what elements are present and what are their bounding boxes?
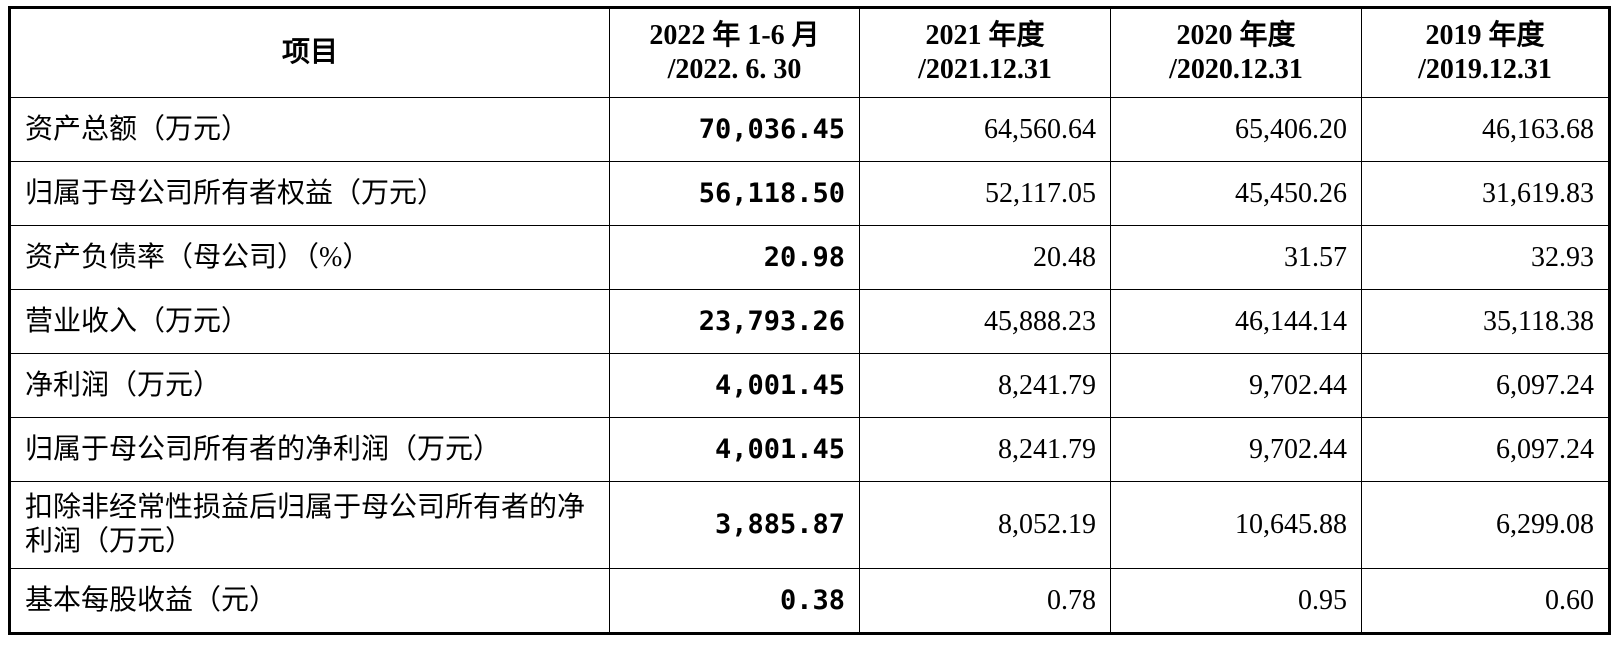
value-cell: 8,052.19 <box>859 481 1111 569</box>
header-text: /2021.12.31 <box>918 54 1052 85</box>
value-cell: 64,560.64 <box>859 97 1111 162</box>
value-cell: 46,144.14 <box>1110 289 1362 354</box>
value-cell: 0.38 <box>609 568 860 634</box>
header-text: /2022. 6. 30 <box>667 54 802 85</box>
row-label: 扣除非经常性损益后归属于母公司所有者的净利润（万元） <box>9 481 610 569</box>
header-text: 2019 年度 <box>1425 20 1545 51</box>
row-label: 资产负债率（母公司）（%） <box>9 225 610 290</box>
header-cell: 2020 年度/2020.12.31 <box>1110 7 1362 98</box>
row-label: 归属于母公司所有者的净利润（万元） <box>9 417 610 482</box>
value-cell: 56,118.50 <box>609 161 860 226</box>
value-cell: 3,885.87 <box>609 481 860 569</box>
value-cell: 20.98 <box>609 225 860 290</box>
value-cell: 6,097.24 <box>1361 417 1610 482</box>
value-cell: 10,645.88 <box>1110 481 1362 569</box>
table-row: 基本每股收益（元） 0.38 0.78 0.95 0.60 <box>9 568 1610 634</box>
header-row: 项目 2022 年 1-6 月/2022. 6. 30 2021 年度/2021.1… <box>9 7 1610 98</box>
value-cell: 46,163.68 <box>1361 97 1610 162</box>
table-row: 归属于母公司所有者的净利润（万元） 4,001.45 8,241.79 9,702.4… <box>9 417 1610 482</box>
table-row: 资产负债率（母公司）（%） 20.98 20.48 31.57 32.93 <box>9 225 1610 290</box>
row-label: 营业收入（万元） <box>9 289 610 354</box>
value-cell: 70,036.45 <box>609 97 860 162</box>
value-cell: 4,001.45 <box>609 417 860 482</box>
value-cell: 9,702.44 <box>1110 353 1362 418</box>
row-label: 资产总额（万元） <box>9 97 610 162</box>
value-cell: 31,619.83 <box>1361 161 1610 226</box>
value-cell: 0.60 <box>1361 568 1610 634</box>
row-label: 净利润（万元） <box>9 353 610 418</box>
header-cell: 2019 年度/2019.12.31 <box>1361 7 1610 98</box>
header-text: /2020.12.31 <box>1169 54 1303 85</box>
value-cell: 0.95 <box>1110 568 1362 634</box>
value-cell: 23,793.26 <box>609 289 860 354</box>
header-text: 2020 年度 <box>1176 20 1296 51</box>
value-cell: 65,406.20 <box>1110 97 1362 162</box>
value-cell: 45,888.23 <box>859 289 1111 354</box>
header-cell: 2022 年 1-6 月/2022. 6. 30 <box>609 7 860 98</box>
header-text: 项目 <box>281 37 338 68</box>
header-text: 2021 年度 <box>925 20 1045 51</box>
table-row: 归属于母公司所有者权益（万元） 56,118.50 52,117.05 45,450.… <box>9 161 1610 226</box>
value-cell: 8,241.79 <box>859 417 1111 482</box>
value-cell: 8,241.79 <box>859 353 1111 418</box>
table-row: 扣除非经常性损益后归属于母公司所有者的净利润（万元） 3,885.87 8,052.… <box>9 481 1610 569</box>
header-text: /2019.12.31 <box>1418 54 1552 85</box>
value-cell: 31.57 <box>1110 225 1362 290</box>
value-cell: 20.48 <box>859 225 1111 290</box>
header-text: 2022 年 1-6 月 <box>649 20 820 51</box>
header-cell: 2021 年度/2021.12.31 <box>859 7 1111 98</box>
row-label: 基本每股收益（元） <box>9 568 610 634</box>
value-cell: 9,702.44 <box>1110 417 1362 482</box>
financial-table: 项目 2022 年 1-6 月/2022. 6. 30 2021 年度/2021.1… <box>8 6 1611 635</box>
row-label: 归属于母公司所有者权益（万元） <box>9 161 610 226</box>
value-cell: 32.93 <box>1361 225 1610 290</box>
table-row: 净利润（万元） 4,001.45 8,241.79 9,702.44 6,097.24 <box>9 353 1610 418</box>
value-cell: 45,450.26 <box>1110 161 1362 226</box>
header-cell: 项目 <box>9 7 610 98</box>
value-cell: 52,117.05 <box>859 161 1111 226</box>
value-cell: 35,118.38 <box>1361 289 1610 354</box>
table-body: 资产总额（万元） 70,036.45 64,560.64 65,406.20 46,16… <box>9 97 1610 634</box>
table-row: 资产总额（万元） 70,036.45 64,560.64 65,406.20 46,16… <box>9 97 1610 162</box>
value-cell: 0.78 <box>859 568 1111 634</box>
value-cell: 4,001.45 <box>609 353 860 418</box>
table-row: 营业收入（万元） 23,793.26 45,888.23 46,144.14 35,11… <box>9 289 1610 354</box>
value-cell: 6,097.24 <box>1361 353 1610 418</box>
value-cell: 6,299.08 <box>1361 481 1610 569</box>
